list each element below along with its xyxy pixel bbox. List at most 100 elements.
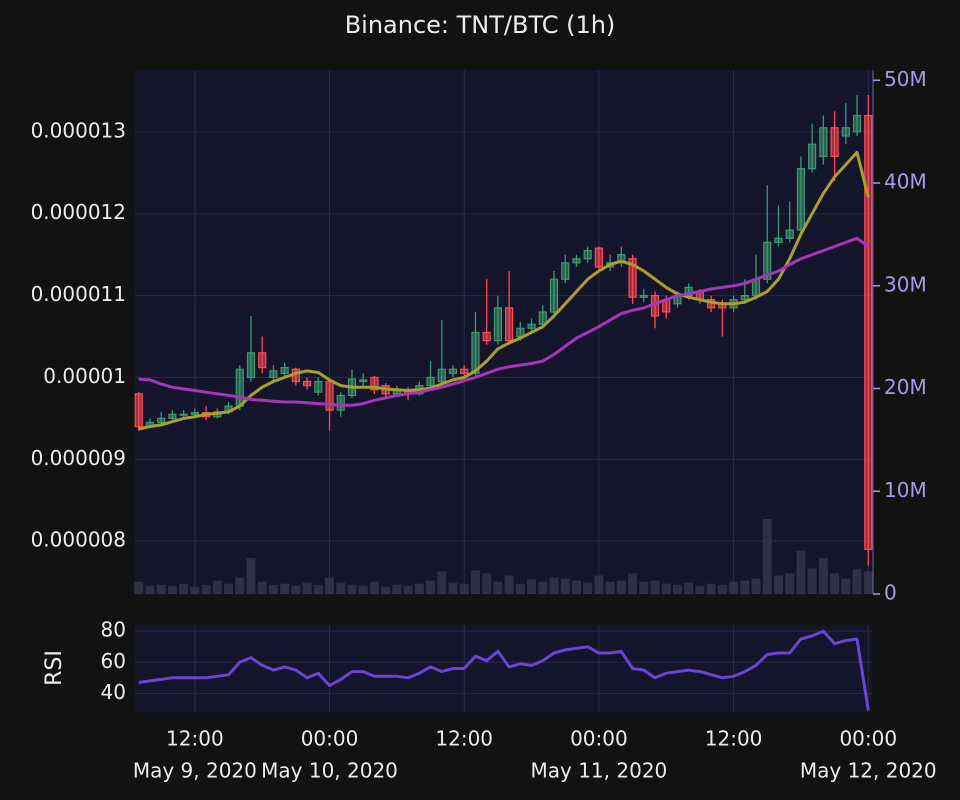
y-tick-label: 0.000012 xyxy=(31,200,126,224)
volume-bar xyxy=(369,581,379,594)
volume-bar xyxy=(268,584,278,594)
rsi-plot-area xyxy=(135,625,872,712)
volume-bar xyxy=(179,583,189,594)
volume-bar xyxy=(325,577,335,594)
candle-body xyxy=(246,352,256,379)
candle-body xyxy=(549,278,559,313)
candle-body xyxy=(302,380,312,387)
x-tick-label: 12:00 xyxy=(705,727,763,751)
volume-bar xyxy=(145,585,155,594)
candle-body xyxy=(819,127,828,158)
volume-bar xyxy=(347,584,357,594)
y2-tick-label: 50M xyxy=(884,67,927,91)
volume-bar xyxy=(280,583,290,594)
y-tick-label: 0.000008 xyxy=(31,528,126,552)
x-tick-label: 00:00 xyxy=(301,727,359,751)
volume-bar xyxy=(414,583,424,594)
candle-body xyxy=(448,368,458,374)
volume-bar xyxy=(841,578,851,594)
volume-bar xyxy=(594,575,604,594)
volume-bar xyxy=(661,583,671,594)
candle-body xyxy=(269,370,278,379)
volume-bar xyxy=(605,581,615,594)
volume-bar xyxy=(482,573,492,594)
candle-body xyxy=(594,247,603,268)
candle-body xyxy=(864,114,873,550)
candle-body xyxy=(426,376,435,387)
volume-bar xyxy=(381,586,391,594)
candle-body xyxy=(336,394,345,411)
candle-body xyxy=(617,254,626,264)
x-date-label: May 9, 2020 xyxy=(133,759,257,783)
volume-bar xyxy=(392,584,402,594)
moving-average-line xyxy=(138,150,870,431)
x-tick-label: 00:00 xyxy=(839,727,897,751)
candle-body xyxy=(179,413,188,416)
volume-bar xyxy=(695,585,705,594)
volume-bar xyxy=(167,585,177,594)
y2-tick-label: 0 xyxy=(884,581,897,605)
candle-body xyxy=(841,127,850,137)
volume-bar xyxy=(257,581,267,594)
volume-bar xyxy=(830,573,840,594)
candle-body xyxy=(482,331,491,342)
y-tick-label: 0.000013 xyxy=(31,118,126,142)
volume-bar xyxy=(852,569,862,594)
candle-body xyxy=(235,368,244,407)
price-plot-area xyxy=(135,70,872,594)
x-date-label: May 12, 2020 xyxy=(800,759,937,783)
y-tick-label: 0.000011 xyxy=(31,282,126,306)
candle-body xyxy=(134,393,143,428)
volume-bar xyxy=(549,577,559,594)
candle-body xyxy=(561,262,570,280)
candle-body xyxy=(852,114,862,133)
volume-bar xyxy=(672,584,682,594)
candle-body xyxy=(505,307,514,342)
candle-body xyxy=(628,258,637,298)
candle-body xyxy=(460,368,469,374)
candle-body xyxy=(471,331,480,374)
volume-bar xyxy=(616,580,626,594)
candle-body xyxy=(796,168,806,231)
volume-bar xyxy=(684,582,694,594)
y2-tick-label: 20M xyxy=(884,375,927,399)
volume-bar xyxy=(650,580,660,594)
rsi-line xyxy=(138,629,870,711)
candle-body xyxy=(572,258,581,264)
volume-bar xyxy=(571,580,581,594)
volume-bar xyxy=(729,581,739,594)
candle-body xyxy=(157,417,166,424)
grid-layer xyxy=(135,70,872,712)
x-tick-label: 12:00 xyxy=(166,727,224,751)
volume-bar xyxy=(863,571,873,594)
volume-bar xyxy=(235,577,245,594)
candle-body xyxy=(314,380,323,393)
volume-bar xyxy=(639,581,649,594)
volume-bar xyxy=(818,558,828,594)
candle-body xyxy=(258,352,267,369)
volume-bar xyxy=(459,583,469,594)
volume-bar xyxy=(426,580,436,594)
volume-bar xyxy=(717,584,727,594)
volume-bar xyxy=(807,568,817,594)
volume-bar xyxy=(773,575,783,594)
candle-body xyxy=(774,237,783,243)
volume-bar xyxy=(403,585,413,594)
candle-body xyxy=(280,367,289,374)
x-date-label: May 11, 2020 xyxy=(531,759,668,783)
marks-layer xyxy=(134,95,873,711)
candle-body xyxy=(168,413,177,419)
volume-bar xyxy=(313,584,323,594)
volume-bar xyxy=(190,586,200,594)
volume-bar xyxy=(470,570,480,594)
x-tick-label: 00:00 xyxy=(570,727,628,751)
y2-tick-label: 10M xyxy=(884,478,927,502)
candle-body xyxy=(370,376,379,391)
volume-bar xyxy=(448,582,458,594)
y-tick-label: 60 xyxy=(101,649,126,673)
volume-bar xyxy=(628,573,638,594)
volume-bar xyxy=(134,581,144,594)
y2-tick-label: 40M xyxy=(884,170,927,194)
candle-body xyxy=(763,241,772,280)
